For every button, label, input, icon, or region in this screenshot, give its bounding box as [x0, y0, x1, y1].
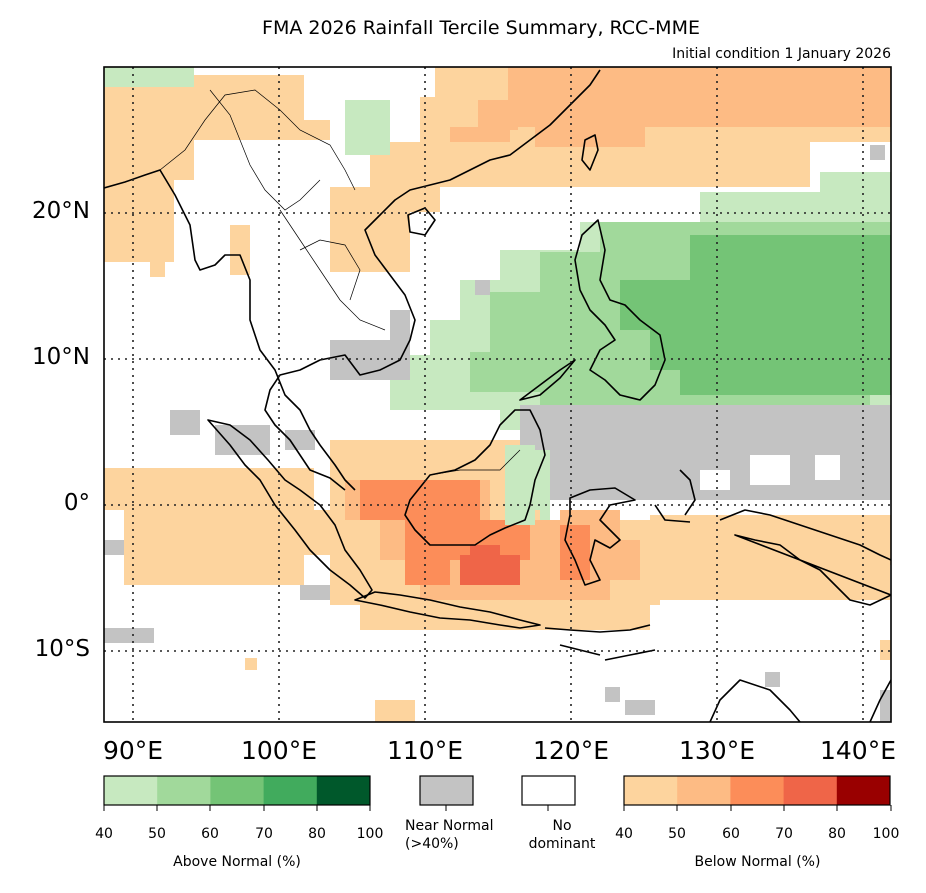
above-tick-50: 50 [148, 826, 166, 842]
coastlines [104, 69, 891, 722]
lon-label-120e: 120°E [532, 736, 609, 765]
below-colorbar-frame [623, 775, 891, 806]
below-tick-40: 40 [615, 826, 633, 842]
below-tick-100: 100 [872, 826, 900, 842]
lon-label-110e: 110°E [386, 736, 463, 765]
region-above-borneo [505, 445, 535, 525]
map-subtitle: Initial condition 1 January 2026 [672, 46, 891, 62]
below-swatch-3 [783, 776, 838, 805]
above-normal-title: Above Normal (%) [173, 854, 301, 870]
map-frame [103, 66, 892, 723]
region-no-dominant [750, 455, 790, 485]
below-tick-80: 80 [828, 826, 846, 842]
no-dominant-line1: No [552, 818, 572, 834]
below-tick-50: 50 [668, 826, 686, 842]
lon-label-130e: 130°E [678, 736, 755, 765]
near-normal-swatch [419, 775, 474, 806]
lat-label-20n: 20°N [32, 198, 90, 224]
above-tick-80: 80 [308, 826, 326, 842]
lon-label-100e: 100°E [240, 736, 317, 765]
lat-label-10n: 10°N [32, 344, 90, 370]
lon-label-90e: 90°E [102, 736, 164, 765]
below-normal-colorbar [623, 775, 891, 806]
lon-label-140e: 140°E [819, 736, 896, 765]
above-tick-60: 60 [201, 826, 219, 842]
above-swatch-0 [104, 776, 158, 805]
country-borders [159, 89, 521, 476]
colorbar-ticks [103, 805, 892, 811]
below-normal-title: Below Normal (%) [694, 854, 821, 870]
map-title: FMA 2026 Rainfall Tercile Summary, RCC-M… [262, 17, 700, 39]
below-tick-60: 60 [722, 826, 740, 842]
no-dominant-label: No dominant [508, 817, 616, 853]
above-tick-40: 40 [95, 826, 113, 842]
near-normal-label: Near Normal (>40%) [405, 817, 535, 853]
region-below-south-china [230, 67, 891, 275]
region-no-dominant [815, 455, 840, 480]
above-normal-colorbar [103, 775, 371, 806]
above-swatch-4 [316, 776, 371, 805]
below-swatch-0 [624, 776, 678, 805]
above-tick-70: 70 [255, 826, 273, 842]
above-tick-100: 100 [356, 826, 384, 842]
above-swatch-2 [210, 776, 265, 805]
below-swatch-4 [836, 776, 891, 805]
above-swatch-1 [157, 776, 211, 805]
below-swatch-1 [677, 776, 731, 805]
no-dominant-swatch [521, 775, 576, 806]
region-no-dominant [700, 470, 730, 490]
near-normal-line1: Near Normal [405, 818, 494, 834]
below-swatch-2 [730, 776, 785, 805]
above-colorbar-frame [103, 775, 371, 806]
lat-label-0: 0° [63, 490, 90, 516]
region-above-philippines [104, 67, 891, 530]
above-swatch-3 [263, 776, 318, 805]
tercile-cells [104, 67, 891, 722]
below-tick-70: 70 [775, 826, 793, 842]
near-normal-line2: (>40%) [405, 836, 459, 852]
lat-label-10s: 10°S [34, 636, 90, 662]
gridlines [104, 67, 891, 722]
no-dominant-line2: dominant [528, 836, 596, 852]
